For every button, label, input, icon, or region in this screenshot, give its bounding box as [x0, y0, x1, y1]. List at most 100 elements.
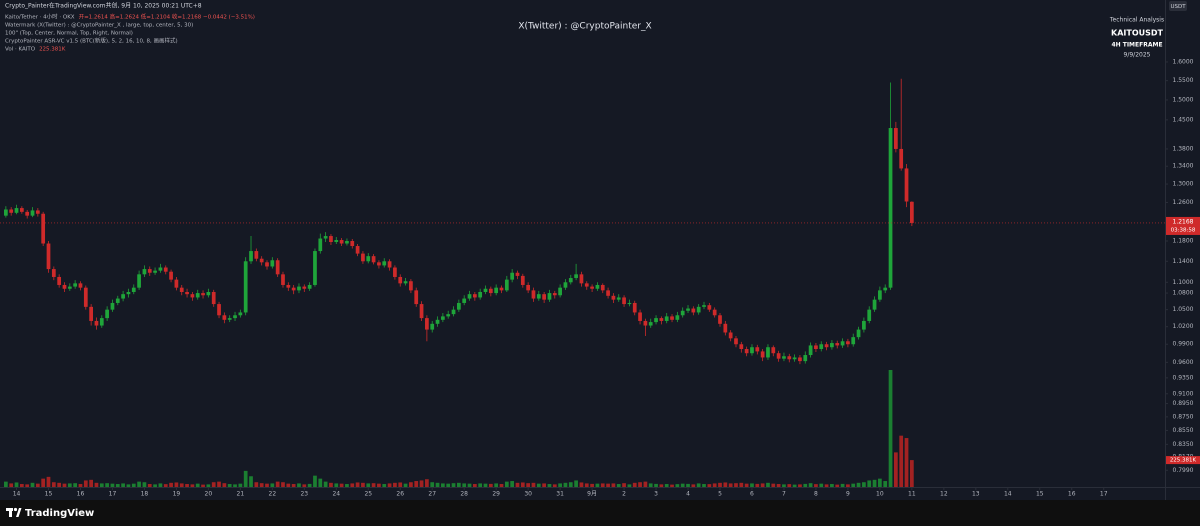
volume-bar — [883, 481, 888, 487]
candle-body — [659, 318, 664, 321]
volume-bar — [35, 483, 40, 487]
candle-body — [750, 347, 754, 354]
x-tick-label: 11 — [908, 491, 916, 498]
candle-body — [302, 286, 307, 289]
volume-bar — [478, 483, 483, 487]
x-tick-label: 30 — [524, 491, 532, 498]
volume-bar — [547, 484, 552, 487]
volume-bar — [446, 483, 451, 487]
y-tick-label: 0.9350 — [1173, 374, 1194, 381]
volume-bar — [355, 482, 360, 487]
candle-body — [494, 287, 499, 294]
volume-bar — [281, 482, 285, 487]
candle-body — [515, 272, 520, 276]
candle-body — [909, 201, 914, 223]
candle-body — [318, 238, 323, 252]
candle-body — [680, 310, 685, 316]
candle-body — [131, 287, 136, 292]
volume-bar — [467, 483, 472, 487]
candle-body — [425, 318, 429, 330]
volume-bar — [878, 478, 882, 487]
candle-body — [382, 261, 387, 266]
volume-bar — [590, 483, 594, 487]
y-tick-label: 1.2600 — [1173, 199, 1194, 206]
volume-bar — [121, 483, 125, 487]
candle-body — [110, 302, 115, 310]
volume-bar — [888, 370, 893, 487]
volume-bar — [441, 483, 445, 487]
x-tick-label: 28 — [460, 491, 468, 498]
volume-bar — [830, 484, 834, 487]
candle-body — [249, 251, 253, 262]
volume-bar — [563, 482, 568, 487]
candle-body — [350, 241, 355, 247]
volume-bar — [185, 484, 189, 487]
candle-body — [851, 337, 856, 345]
volume-bar — [648, 483, 653, 487]
candle-body — [137, 274, 141, 288]
candle-body — [163, 267, 168, 272]
candle-body — [158, 267, 163, 271]
volume-bar — [153, 484, 157, 487]
volume-bar — [824, 484, 829, 487]
candle-body — [105, 309, 109, 319]
candle-body — [499, 287, 504, 291]
candle-body — [94, 320, 99, 326]
candle-body — [451, 309, 456, 315]
candle-body — [126, 291, 131, 295]
y-tick-label: 1.0200 — [1173, 323, 1194, 330]
volume-bar — [137, 481, 141, 487]
volume-bar — [142, 482, 147, 487]
candle-body — [696, 306, 701, 313]
volume-bar — [835, 484, 840, 487]
candle-body — [174, 279, 179, 288]
volume-bar — [227, 484, 232, 487]
candle-body — [478, 291, 483, 298]
legend-label: Watermark (X(Twitter) : @CryptoPainter_X… — [5, 23, 193, 29]
volume-bar — [851, 483, 856, 487]
volume-bar — [419, 480, 424, 487]
volume-bar — [158, 483, 163, 487]
candle-body — [430, 323, 435, 330]
candle-body — [46, 243, 51, 270]
candle-body — [691, 308, 696, 313]
volume-bar — [206, 484, 211, 487]
volume-bar — [862, 482, 866, 487]
countdown: 03:38:58 — [1171, 227, 1196, 233]
x-tick-label: 13 — [972, 491, 980, 498]
volume-bar — [217, 481, 221, 487]
volume-bar — [872, 479, 877, 487]
x-tick-label: 18 — [141, 491, 149, 498]
volume-bar — [147, 484, 152, 487]
candle-body — [201, 293, 205, 296]
volume-bar — [659, 484, 664, 487]
x-tick-label: 15 — [1036, 491, 1044, 498]
candle-body — [179, 287, 184, 292]
candle-body — [190, 294, 195, 298]
candle-body — [856, 329, 861, 338]
volume-bar — [638, 482, 642, 487]
y-tick-label: 0.7990 — [1173, 467, 1194, 474]
x-tick-label: 27 — [428, 491, 436, 498]
volume-bar — [89, 479, 93, 487]
candle-body — [712, 309, 717, 316]
volume-bar — [238, 483, 243, 487]
volume-bar — [771, 483, 776, 487]
volume-bar — [371, 483, 376, 487]
volume-bar — [712, 483, 717, 487]
candle-body — [611, 295, 616, 300]
x-tick-label: 10 — [876, 491, 884, 498]
volume-bar — [904, 438, 909, 487]
logo-part — [13, 507, 18, 512]
volume-bar — [787, 484, 792, 487]
volume-bar — [499, 484, 504, 487]
volume-bar — [222, 483, 227, 487]
candle-body — [819, 344, 824, 350]
candle-body — [723, 323, 728, 333]
candle-body — [552, 293, 557, 296]
candle-body — [792, 357, 797, 360]
candle-body — [606, 290, 610, 296]
x-tick-label: 22 — [269, 491, 277, 498]
